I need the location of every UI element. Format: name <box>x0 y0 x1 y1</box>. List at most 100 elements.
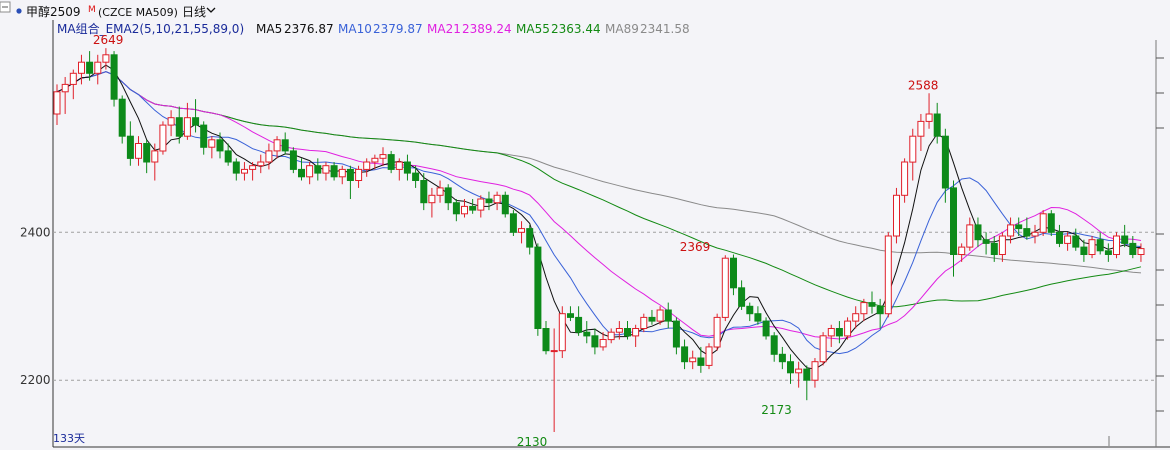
candle-body-down <box>175 117 183 137</box>
candle-body-down <box>982 239 990 244</box>
ma55-line <box>56 71 1142 308</box>
candle-body-down <box>542 328 550 352</box>
candle-body-down <box>730 257 737 289</box>
candle-body-up <box>322 165 330 174</box>
candle-body-down <box>762 320 770 337</box>
chevron-down-icon[interactable] <box>206 7 216 13</box>
candle <box>412 165 420 188</box>
candle <box>78 54 85 85</box>
candle <box>387 150 395 174</box>
candle <box>338 165 346 185</box>
candle <box>941 128 949 203</box>
candle <box>444 184 452 211</box>
status-dot-icon <box>16 8 22 14</box>
candle-body-up <box>1064 235 1072 244</box>
candle <box>403 154 411 181</box>
candle-body-up <box>998 235 1006 255</box>
candle <box>224 143 232 166</box>
ma10-line <box>56 71 1142 355</box>
y-tick-label-2200: 2200 <box>20 373 51 387</box>
candle-body-down <box>738 287 746 307</box>
candle-body-down <box>1047 213 1055 233</box>
candle <box>53 84 61 126</box>
candle-body-down <box>485 198 493 204</box>
candle-body-up <box>183 117 191 137</box>
candle-body-down <box>314 165 322 174</box>
candle-body-up <box>371 157 379 163</box>
candle-body-down <box>876 305 884 315</box>
candle <box>852 306 860 329</box>
candle-body-down <box>754 313 762 322</box>
candle-body-up <box>363 161 371 170</box>
candle-body-up <box>151 150 159 163</box>
candle-body-up <box>966 224 974 248</box>
candle-body-down <box>509 213 517 233</box>
candle <box>1047 210 1055 236</box>
indicator-name[interactable]: MA组合_EMA2(5,10,21,55,89,0) <box>57 21 244 36</box>
candle <box>599 332 607 351</box>
candle-body-up <box>909 135 917 163</box>
ma5-line <box>56 64 1142 370</box>
legend-ma10-value: 2379.87 <box>373 22 423 36</box>
candle-body-up <box>61 83 69 93</box>
candle-body-up <box>827 328 835 337</box>
candle-body-down <box>452 202 460 215</box>
candle <box>950 180 957 277</box>
candle <box>844 317 852 340</box>
period-selector[interactable]: 日线 <box>182 5 206 19</box>
candle-body-down <box>1023 228 1031 237</box>
candle <box>778 346 786 370</box>
candle <box>958 243 966 262</box>
price-annotation: 2173 <box>761 403 792 417</box>
candle-body-up <box>632 328 640 337</box>
days-count-label: 133天 <box>53 432 85 445</box>
candle-body-down <box>526 228 534 248</box>
candle-body-down <box>681 346 689 363</box>
candle-body-up <box>852 313 860 322</box>
candle-body-up <box>1031 231 1039 237</box>
candle <box>917 113 925 151</box>
candle <box>1088 236 1096 259</box>
candle <box>355 165 363 188</box>
candle <box>893 187 900 244</box>
candle <box>827 324 835 347</box>
candle <box>697 346 705 373</box>
candles <box>53 48 1145 432</box>
candle <box>363 158 371 177</box>
candle-body-down <box>697 357 705 366</box>
candle <box>175 106 183 144</box>
candle <box>314 158 322 181</box>
candle-body-up <box>884 235 892 315</box>
candle-body-down <box>501 194 509 215</box>
candle <box>330 162 338 181</box>
candle-body-up <box>167 117 175 126</box>
candle <box>485 191 493 211</box>
candle <box>273 136 281 159</box>
candle <box>607 328 615 344</box>
candle-body-down <box>126 135 134 159</box>
candle <box>819 332 827 366</box>
candle-body-up <box>395 161 403 170</box>
candle-body-down <box>778 353 786 363</box>
candle <box>1072 228 1080 251</box>
candle-body-down <box>216 139 224 152</box>
candle-body-down <box>787 361 794 374</box>
legend-ma21-value: 2389.24 <box>462 22 512 36</box>
candle <box>216 132 224 159</box>
legend-ma5-value: 2376.87 <box>284 22 334 36</box>
candle-body-up <box>1137 248 1145 256</box>
candle <box>151 143 159 181</box>
candle <box>265 143 273 170</box>
legend-ma10: MA10 <box>338 22 372 36</box>
candle-body-down <box>583 331 591 337</box>
candle <box>664 302 672 329</box>
candle <box>110 51 118 107</box>
candle-body-down <box>1056 231 1063 244</box>
candle-body-down <box>444 187 452 204</box>
candle <box>232 158 240 181</box>
candle-body-up <box>241 168 248 174</box>
candle-body-down <box>664 309 672 322</box>
candle-body-down <box>298 168 305 178</box>
candle-body-down <box>933 113 941 137</box>
candle <box>208 136 216 159</box>
